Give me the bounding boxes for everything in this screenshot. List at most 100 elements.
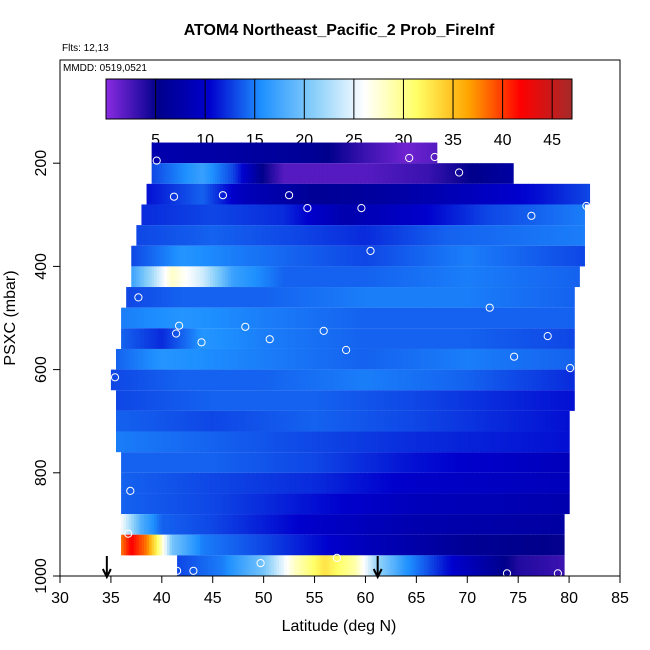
heatmap-cell: [151, 142, 155, 164]
heatmap-cell: [556, 369, 560, 391]
heatmap-cell: [357, 390, 361, 411]
heatmap-cell: [543, 410, 547, 432]
heatmap-cell: [362, 245, 367, 267]
heatmap-cell: [365, 266, 369, 288]
heatmap-cell: [474, 493, 479, 515]
heatmap-cell: [569, 225, 573, 246]
heatmap-cell: [398, 287, 402, 308]
heatmap-cell: [446, 369, 451, 391]
heatmap-cell: [510, 369, 514, 391]
heatmap-cell: [205, 348, 209, 370]
heatmap-cell: [138, 410, 143, 432]
heatmap-cell: [505, 245, 509, 267]
heatmap-cell: [536, 287, 540, 308]
heatmap-cell: [406, 431, 410, 453]
heatmap-cell: [161, 534, 165, 556]
heatmap-cell: [411, 307, 415, 329]
heatmap-cell: [207, 493, 211, 515]
heatmap-cell: [401, 472, 405, 494]
heatmap-cell: [131, 534, 135, 556]
heatmap-cell: [182, 163, 186, 184]
heatmap-cell: [480, 472, 484, 494]
heatmap-cell: [352, 142, 356, 164]
heatmap-cell: [192, 142, 196, 164]
heatmap-cell: [380, 328, 384, 349]
heatmap-cell: [362, 225, 367, 246]
heatmap-cell: [561, 307, 565, 329]
heatmap-cell: [253, 266, 257, 288]
heatmap-cell: [228, 245, 232, 267]
heatmap-cell: [212, 225, 216, 246]
heatmap-cell: [424, 514, 428, 535]
heatmap-cell: [131, 369, 135, 391]
heatmap-cell: [464, 225, 468, 246]
heatmap-cell: [174, 266, 178, 288]
heatmap-cell: [482, 204, 486, 226]
heatmap-cell: [368, 555, 372, 576]
heatmap-cell: [337, 472, 341, 494]
heatmap-cell: [217, 142, 221, 164]
heatmap-cell: [184, 142, 188, 164]
heatmap-cell: [184, 204, 188, 226]
heatmap-cell: [436, 452, 440, 473]
heatmap-cell: [528, 225, 532, 246]
heatmap-cell: [245, 163, 249, 184]
heatmap-cell: [154, 287, 158, 308]
heatmap-cell: [426, 493, 430, 515]
heatmap-cell: [296, 183, 300, 205]
heatmap-cell: [291, 369, 295, 391]
heatmap-cell: [375, 287, 379, 308]
heatmap-cell: [492, 410, 496, 432]
heatmap-cell: [446, 287, 451, 308]
heatmap-cell: [133, 431, 137, 453]
heatmap-cell: [566, 348, 570, 370]
heatmap-cell: [271, 142, 275, 164]
heatmap-cell: [431, 183, 435, 205]
sample-point: [502, 569, 512, 578]
heatmap-cell: [228, 204, 232, 226]
heatmap-cell: [138, 452, 143, 473]
heatmap-cell: [164, 183, 168, 205]
heatmap-cell: [212, 204, 216, 226]
heatmap-cell: [172, 369, 176, 391]
heatmap-cell: [192, 472, 196, 494]
heatmap-cell: [548, 307, 552, 329]
heatmap-cell: [309, 390, 313, 411]
heatmap-cell: [329, 142, 333, 164]
heatmap-cell: [327, 287, 331, 308]
heatmap-cell: [337, 431, 341, 453]
heatmap-cell: [225, 287, 229, 308]
heatmap-cell: [207, 287, 211, 308]
heatmap-cell: [362, 472, 367, 494]
heatmap-cell: [525, 472, 529, 494]
heatmap-cell: [345, 328, 349, 349]
sample-point: [582, 201, 591, 211]
heatmap-cell: [365, 493, 369, 515]
heatmap-cell: [245, 555, 249, 576]
heatmap-cell: [457, 204, 461, 226]
heatmap-cell: [444, 183, 448, 205]
heatmap-cell: [424, 555, 428, 576]
heatmap-cell: [365, 390, 369, 411]
heatmap-cell: [256, 534, 260, 556]
heatmap-cell: [228, 183, 232, 205]
heatmap-cell: [235, 472, 239, 494]
heatmap-cell: [378, 183, 382, 205]
heatmap-cell: [561, 369, 565, 391]
heatmap-cell: [128, 493, 132, 515]
heatmap-cell: [355, 142, 359, 164]
heatmap-cell: [207, 555, 211, 576]
heatmap-cell: [497, 266, 501, 288]
heatmap-cell: [474, 555, 479, 576]
heatmap-cell: [322, 493, 326, 515]
heatmap-cell: [324, 183, 328, 205]
heatmap-cell: [243, 307, 247, 329]
heatmap-cell: [194, 183, 199, 205]
heatmap-cell: [480, 452, 484, 473]
heatmap-cell: [581, 204, 585, 226]
heatmap-cell: [558, 204, 563, 226]
heatmap-cell: [309, 225, 313, 246]
heatmap-cell: [281, 555, 285, 576]
heatmap-cell: [541, 472, 545, 494]
heatmap-cell: [306, 493, 311, 515]
